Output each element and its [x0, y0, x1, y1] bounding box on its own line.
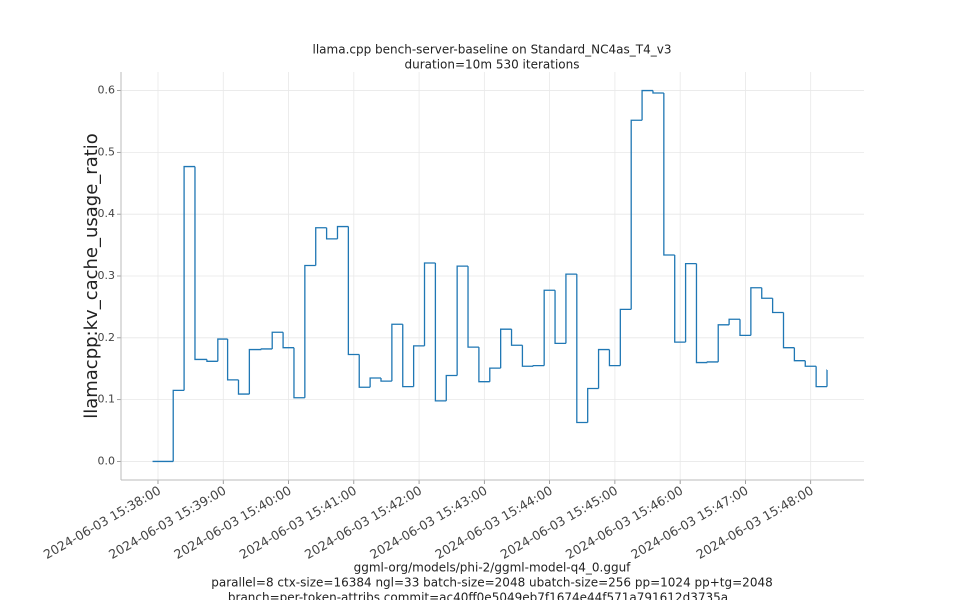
y-tick-label: 0.4 — [98, 207, 116, 220]
y-tick-label: 0.2 — [98, 331, 116, 344]
line-segment — [793, 347, 806, 362]
line-segment — [652, 90, 664, 94]
x-axis-label: branch=per-token-attribs commit=ac40ff0e… — [228, 591, 728, 600]
line-segment — [315, 227, 327, 266]
line-segment — [293, 347, 305, 399]
line-segment — [467, 266, 479, 348]
line-segment — [423, 262, 436, 346]
line-segment — [608, 349, 621, 367]
line-segment — [369, 377, 381, 388]
line-segment — [489, 367, 501, 382]
line-segment — [478, 347, 490, 383]
y-tick-label: 0.5 — [98, 145, 116, 158]
line-segment — [695, 263, 708, 364]
y-tick-label: 0.6 — [98, 84, 116, 97]
line-segment — [771, 298, 784, 314]
line-segment — [412, 345, 425, 387]
line-segment — [554, 290, 566, 345]
line-segment — [804, 360, 817, 367]
line-segment — [815, 366, 828, 388]
line-segment — [728, 318, 740, 325]
line-segment — [347, 226, 360, 356]
line-segment — [206, 359, 218, 362]
line-segment — [445, 374, 458, 401]
line-segment — [663, 93, 675, 256]
line-segment — [172, 389, 185, 462]
x-tick-label: 2024-06-03 15:39:00 — [106, 483, 229, 562]
x-tick-label: 2024-06-03 15:41:00 — [237, 483, 360, 562]
line-segment — [391, 323, 403, 382]
x-tick-label: 2024-06-03 15:48:00 — [693, 483, 816, 562]
line-segment — [739, 319, 751, 336]
line-segment — [304, 264, 316, 398]
x-tick-label: 2024-06-03 15:47:00 — [628, 483, 751, 562]
x-tick-label: 2024-06-03 15:46:00 — [563, 483, 686, 562]
x-axis-label: ggml-org/models/phi-2/ggml-model-q4_0.gg… — [354, 561, 632, 575]
x-tick-label: 2024-06-03 15:45:00 — [498, 483, 621, 562]
chart-subtitle: duration=10m 530 iterations — [405, 58, 580, 72]
line-segment — [194, 166, 207, 361]
line-segment — [358, 354, 371, 388]
line-segment — [750, 287, 762, 336]
line-segment — [674, 254, 686, 343]
line-segment — [248, 348, 262, 395]
y-tick-label: 0.3 — [98, 269, 116, 282]
line-segment — [684, 262, 697, 343]
x-tick-label: 2024-06-03 15:43:00 — [367, 483, 490, 562]
line-segment — [576, 274, 588, 424]
line-segment — [434, 263, 447, 402]
line-segment — [260, 348, 273, 350]
line-segment — [402, 324, 414, 388]
line-segment — [532, 364, 545, 367]
line-segment — [543, 289, 556, 366]
line-segment — [587, 387, 599, 423]
line-segment — [271, 331, 284, 349]
x-tick-label: 2024-06-03 15:40:00 — [171, 483, 294, 562]
x-axis-label: parallel=8 ctx-size=16384 ngl=33 batch-s… — [211, 576, 772, 590]
y-tick-label: 0.1 — [98, 393, 116, 406]
line-segment — [217, 338, 228, 362]
y-axis-label: llamacpp:kv_cache_usage_ratio — [81, 133, 102, 419]
line-segment — [282, 332, 294, 349]
line-segment — [630, 119, 643, 310]
x-tick-label: 2024-06-03 15:38:00 — [41, 483, 164, 562]
line-segment — [619, 308, 632, 366]
line-segment — [183, 165, 195, 391]
line-segment — [782, 312, 795, 349]
line-segment — [336, 225, 349, 239]
line-segment — [500, 328, 512, 369]
line-segment — [597, 348, 610, 389]
y-tick-label: 0.0 — [98, 454, 116, 467]
line-segment — [641, 89, 653, 121]
line-segment — [380, 378, 392, 382]
line-segment — [325, 227, 338, 240]
line-segment — [706, 361, 719, 363]
line-segment — [717, 324, 730, 362]
line-segment — [510, 329, 523, 346]
line-segment — [761, 287, 773, 299]
line-segment — [237, 379, 250, 395]
x-tick-label: 2024-06-03 15:42:00 — [302, 483, 425, 562]
line-segment — [521, 345, 534, 367]
chart-title: llama.cpp bench-server-baseline on Stand… — [313, 43, 672, 57]
line-segment — [456, 265, 469, 376]
line-segment — [226, 339, 239, 381]
x-tick-label: 2024-06-03 15:44:00 — [432, 483, 555, 562]
line-segment — [565, 273, 577, 344]
